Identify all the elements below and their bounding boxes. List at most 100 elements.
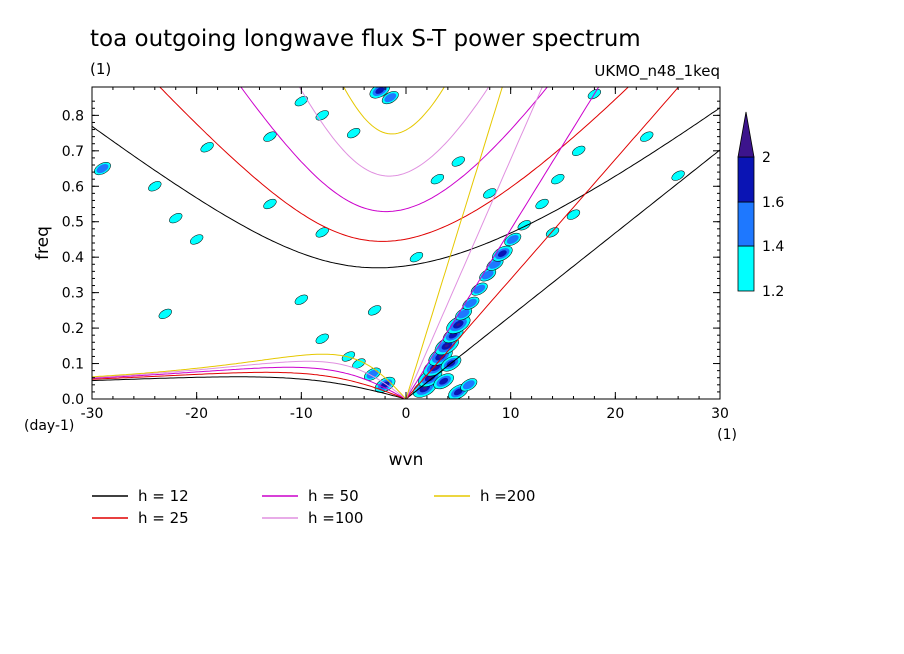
power-blob bbox=[481, 270, 494, 280]
power-blob bbox=[453, 388, 463, 396]
power-blob bbox=[506, 234, 519, 244]
x-tick-label: -10 bbox=[290, 406, 313, 422]
power-blob bbox=[384, 93, 397, 103]
y-tick-label: 0.6 bbox=[62, 179, 84, 195]
y-axis: 0.0 0.1 0.2 0.3 0.4 0.5 0.6 0.7 0.8 bbox=[62, 100, 720, 408]
dispersion-curve-h12 bbox=[92, 107, 720, 269]
power-blob bbox=[572, 145, 586, 156]
dispersion-curve-h50 bbox=[405, 87, 600, 399]
power-blob bbox=[457, 309, 470, 319]
power-blob bbox=[497, 250, 507, 258]
dispersion-curve-h12 bbox=[92, 376, 407, 399]
power-blob bbox=[158, 308, 172, 320]
power-blob bbox=[444, 344, 449, 348]
power-blob bbox=[263, 198, 277, 210]
power-blob bbox=[517, 220, 531, 231]
dispersion-curve-h200 bbox=[92, 353, 407, 399]
power-blob bbox=[169, 213, 183, 224]
colorbar-label: 1.4 bbox=[762, 239, 784, 255]
power-blob bbox=[315, 227, 329, 238]
power-blob bbox=[483, 188, 497, 199]
power-blob bbox=[366, 369, 379, 379]
colorbar: 1.2 1.4 1.6 2 bbox=[737, 111, 784, 300]
power-blob bbox=[200, 142, 214, 153]
power-blob bbox=[347, 127, 361, 139]
power-blob bbox=[190, 234, 204, 245]
power-blob bbox=[535, 198, 549, 210]
chart-title: toa outgoing longwave flux S-T power spe… bbox=[90, 26, 641, 52]
colorbar-extension bbox=[737, 111, 755, 158]
dispersion-curve-h25 bbox=[405, 87, 680, 399]
power-blob bbox=[430, 174, 445, 185]
dispersion-curve-h100 bbox=[405, 87, 543, 399]
y-tick-label: 0.0 bbox=[62, 392, 84, 408]
y-tick-label: 0.8 bbox=[62, 108, 84, 124]
x-tick-label: 30 bbox=[711, 406, 729, 422]
power-blob bbox=[375, 87, 385, 94]
plot-frame bbox=[91, 86, 721, 400]
colorbar-label: 1.2 bbox=[762, 284, 784, 300]
power-blob bbox=[551, 174, 565, 185]
colorbar-segment bbox=[737, 156, 755, 203]
power-blob bbox=[438, 355, 443, 358]
power-blob bbox=[96, 164, 109, 174]
legend-label: h =100 bbox=[308, 509, 363, 527]
x-axis-label: wvn bbox=[389, 450, 424, 470]
power-blob bbox=[315, 333, 329, 344]
y-tick-label: 0.3 bbox=[62, 286, 84, 302]
power-blob bbox=[456, 323, 461, 326]
x-tick-label: -30 bbox=[81, 406, 104, 422]
colorbar-segment bbox=[737, 245, 755, 292]
power-blob bbox=[409, 252, 424, 263]
dispersion-curve-h50 bbox=[240, 87, 548, 213]
legend-label: h = 50 bbox=[308, 487, 359, 505]
power-blob bbox=[462, 380, 475, 390]
legend: h = 12 h = 25 h = 50 h =100 h =200 bbox=[92, 487, 535, 527]
power-blob bbox=[294, 294, 308, 305]
dispersion-curve-h100 bbox=[298, 87, 490, 177]
legend-label: h = 25 bbox=[138, 509, 189, 527]
power-blob bbox=[451, 156, 465, 167]
dispersion-curve-h200 bbox=[405, 87, 503, 399]
power-blob bbox=[464, 298, 477, 308]
power-blob bbox=[148, 181, 162, 192]
y-unit-label: (day-1) bbox=[24, 418, 74, 434]
y-tick-label: 0.2 bbox=[62, 321, 84, 337]
model-label: UKMO_n48_1keq bbox=[594, 62, 720, 81]
power-blob bbox=[640, 131, 654, 142]
y-axis-label: freq bbox=[33, 226, 53, 260]
legend-label: h = 12 bbox=[138, 487, 189, 505]
x-tick-label: 10 bbox=[502, 406, 520, 422]
power-blob bbox=[367, 305, 382, 316]
dispersion-curve-h25 bbox=[159, 87, 630, 242]
colorbar-label: 2 bbox=[762, 150, 771, 166]
y-tick-label: 0.5 bbox=[62, 215, 84, 231]
units-label: (1) bbox=[90, 60, 111, 78]
power-blob bbox=[422, 386, 427, 390]
power-blob bbox=[294, 96, 308, 107]
power-blob bbox=[489, 259, 501, 269]
legend-label: h =200 bbox=[480, 487, 535, 505]
power-blob bbox=[428, 376, 432, 380]
x-unit-label: (1) bbox=[717, 427, 737, 443]
y-tick-label: 0.7 bbox=[62, 144, 84, 160]
dispersion-curves bbox=[92, 87, 720, 399]
power-blob bbox=[341, 351, 356, 362]
x-tick-label: 0 bbox=[402, 406, 411, 422]
power-blob bbox=[566, 209, 581, 220]
dispersion-curve-h12 bbox=[405, 149, 720, 399]
colorbar-segment bbox=[737, 201, 755, 247]
dispersion-curve-h50 bbox=[92, 366, 407, 399]
x-tick-label: -20 bbox=[185, 406, 208, 422]
dispersion-curve-h100 bbox=[92, 360, 407, 399]
colorbar-label: 1.6 bbox=[762, 195, 784, 211]
x-axis: -30 -20 -10 0 10 20 30 bbox=[81, 87, 729, 422]
y-tick-label: 0.1 bbox=[62, 357, 84, 373]
power-blob bbox=[439, 377, 449, 385]
y-tick-label: 0.4 bbox=[62, 250, 84, 266]
x-tick-label: 20 bbox=[606, 406, 624, 422]
power-blob bbox=[473, 284, 486, 294]
power-blob bbox=[671, 170, 685, 181]
dispersion-curve-h200 bbox=[343, 87, 445, 135]
